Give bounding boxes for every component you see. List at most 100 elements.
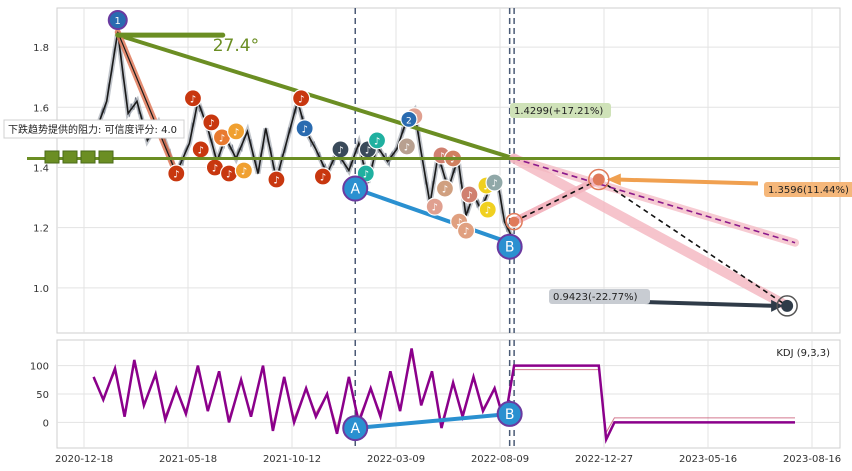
price-y-tick-label: 1.6 (33, 103, 49, 114)
rating-icon (80, 150, 96, 164)
resistance-note-bg (3, 119, 185, 139)
pattern-marker (183, 89, 203, 108)
note-icon: ♪ (233, 127, 239, 138)
mid-target-arrow (616, 177, 759, 186)
note-icon: ♪ (190, 94, 196, 105)
note-icon: ♪ (320, 173, 326, 184)
note-icon: ♪ (173, 170, 179, 181)
note-icon: ♪ (466, 191, 472, 202)
pattern-marker (267, 170, 286, 189)
mid-target-ring (588, 168, 610, 191)
forecast-purple (513, 157, 796, 244)
note-icon: ♪ (442, 185, 448, 196)
kdj-k-line (92, 348, 795, 445)
point-2-marker (400, 110, 418, 128)
down-target-label-text: 0.9423(-22.77%) (553, 292, 638, 303)
forecast-start-ring (505, 212, 523, 231)
kdj-panel: 0 50 100 2020-12-18 2021-05-18 2021-10-12 2022… (30, 339, 841, 465)
pattern-marker (167, 164, 186, 183)
x-tick-label: 2023-05-16 (679, 454, 737, 465)
angle-label: 27.4° (213, 36, 259, 56)
x-tick-label: 2021-10-12 (263, 454, 321, 465)
pattern-marker (435, 179, 455, 198)
rating-icon (62, 150, 78, 164)
x-tick-label: 2020-12-18 (55, 454, 113, 465)
rating-icon (44, 150, 60, 164)
downtrend-line (117, 31, 177, 175)
note-icon: ♪ (365, 145, 371, 156)
pattern-marker (460, 185, 479, 204)
forecast-up (513, 178, 600, 223)
pattern-marker (425, 197, 444, 216)
pattern-marker (202, 113, 221, 132)
kdj-legend-label: KDJ (9,3,3) (776, 348, 830, 359)
note-icon: ♪ (491, 179, 497, 190)
down-target-arrow (639, 299, 778, 308)
point-2-label: 2 (406, 116, 412, 126)
pattern-marker (456, 221, 476, 240)
pattern-marker (295, 119, 314, 138)
kdj-y-tick-label: 50 (36, 390, 49, 401)
price-panel: 1.01.21.41.61.8 27.4°♪♪♪♪♪♪♪♪♪♪♪♪♪♪♪♪♪♪♪♪… (3, 7, 852, 334)
note-icon: ♪ (374, 136, 380, 147)
down-target-label: 0.9423(-22.77%) (549, 289, 650, 304)
x-tick-label: 2022-03-09 (367, 454, 425, 465)
note-icon: ♪ (483, 182, 489, 193)
note-icon: ♪ (485, 206, 491, 217)
down-target-ring (776, 295, 798, 317)
point-1-marker (107, 10, 128, 31)
note-icon: ♪ (404, 142, 410, 153)
price-point-a-label: A (350, 182, 360, 198)
kdj-y-tick-label: 0 (43, 418, 49, 429)
down-target-dot (781, 299, 794, 312)
price-y-tick-label: 1.8 (33, 43, 49, 54)
x-tick-label: 2022-12-27 (575, 454, 633, 465)
note-icon: ♪ (456, 218, 462, 229)
forecast-down (598, 178, 788, 307)
x-tick-label: 2022-08-09 (471, 454, 529, 465)
price-point-b-label: B (505, 240, 515, 256)
note-icon: ♪ (301, 124, 307, 135)
price-point-b-marker (496, 233, 523, 260)
price-point-a-marker (342, 175, 369, 202)
x-tick-label: 2021-05-18 (159, 454, 217, 465)
kdj-plot-content (92, 348, 795, 445)
note-icon: ♪ (219, 133, 225, 144)
note-icon: ♪ (463, 227, 469, 238)
note-icon: ♪ (438, 151, 444, 162)
pattern-marker (397, 137, 416, 156)
kdj-point-b-marker (496, 400, 523, 427)
note-icon: ♪ (273, 176, 279, 187)
point-1-label: 1 (115, 16, 121, 27)
resistance-trendline (115, 33, 517, 161)
pattern-marker (485, 173, 504, 192)
note-icon: ♪ (337, 145, 343, 156)
price-y-tick-label: 1.4 (33, 163, 49, 174)
note-icon: ♪ (208, 118, 214, 129)
kdj-point-b-label: B (505, 407, 515, 423)
price-y-tick-label: 1.2 (33, 224, 49, 235)
mid-target-dot (592, 173, 605, 186)
forecast-start-dot (509, 216, 520, 227)
mid-target-label: 1.3596(11.44%) (764, 182, 852, 197)
mid-target-arrowhead (606, 173, 621, 186)
kdj-point-a-label: A (350, 421, 360, 437)
note-icon: ♪ (363, 170, 369, 181)
up-target-label-text: 1.4299(+17.21%) (514, 106, 603, 117)
up-target-label-bg (510, 103, 611, 118)
kdj-ab-line (355, 411, 510, 431)
mid-target-label-bg (764, 182, 852, 197)
ab-trendline (353, 186, 512, 245)
pattern-marker (478, 200, 497, 219)
mid-target-label-text: 1.3596(11.44%) (768, 185, 849, 196)
rating-icon (98, 150, 114, 164)
price-y-tick-label: 1.0 (33, 284, 49, 295)
pattern-marker (367, 131, 387, 150)
pattern-marker (234, 161, 253, 180)
forecast-band (509, 153, 793, 311)
note-icon: ♪ (432, 203, 438, 214)
resistance-note: 下跌趋势提供的阻力: 可信度评分: 4.0 (3, 119, 185, 139)
pattern-marker (292, 89, 311, 108)
note-icon: ♪ (298, 94, 304, 105)
